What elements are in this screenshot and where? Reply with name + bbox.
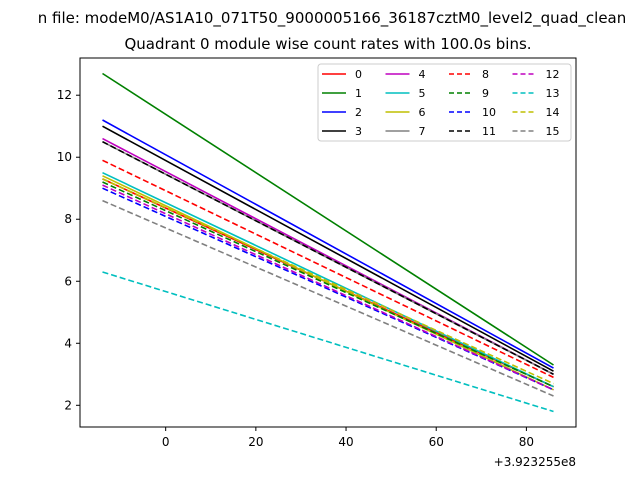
- series-line-15: [102, 199, 554, 397]
- series-line-8: [102, 159, 554, 379]
- x-tick-label: 80: [519, 435, 534, 449]
- x-tick-label: 60: [429, 435, 444, 449]
- plot-area-frame: [79, 57, 577, 428]
- legend-entry-13: 13: [546, 87, 560, 100]
- series-line-10: [102, 187, 554, 391]
- series-layer: [102, 72, 554, 413]
- legend-entry-11: 11: [482, 125, 496, 138]
- legend-entry-5: 5: [419, 87, 426, 100]
- series-line-6: [102, 175, 554, 391]
- legend-entry-4: 4: [419, 68, 426, 81]
- x-tick-label: 0: [162, 435, 170, 449]
- y-tick-label: 8: [64, 212, 72, 226]
- legend-entry-1: 1: [355, 87, 362, 100]
- series-line-2: [102, 119, 554, 369]
- legend-box: [317, 63, 572, 142]
- chart-title: Quadrant 0 module wise count rates with …: [124, 35, 531, 53]
- y-tick-label: 12: [57, 88, 72, 102]
- legend-entry-7: 7: [419, 125, 426, 138]
- legend-entry-0: 0: [355, 68, 362, 81]
- series-line-1: [102, 72, 554, 366]
- series-line-3: [102, 125, 554, 372]
- legend-entry-10: 10: [482, 106, 496, 119]
- legend-entry-3: 3: [355, 125, 362, 138]
- series-line-13: [102, 271, 554, 413]
- y-tick-label: 4: [64, 336, 72, 350]
- legend-entry-9: 9: [482, 87, 489, 100]
- chart-suptitle: n file: modeM0/AS1A10_071T50_9000005166_…: [38, 9, 627, 28]
- legend-entry-14: 14: [546, 106, 560, 119]
- legend-entry-2: 2: [355, 106, 362, 119]
- legend-entry-8: 8: [482, 68, 489, 81]
- series-line-11: [102, 140, 554, 376]
- legend-entry-6: 6: [419, 106, 426, 119]
- legend-entry-12: 12: [546, 68, 560, 81]
- y-tick-label: 6: [64, 274, 72, 288]
- series-line-5: [102, 171, 554, 388]
- y-tick-label: 2: [64, 398, 72, 412]
- x-tick-label: 40: [338, 435, 353, 449]
- legend-entry-15: 15: [546, 125, 560, 138]
- series-line-14: [102, 178, 554, 385]
- x-axis-offset-label: +3.923255e8: [494, 455, 576, 469]
- series-line-9: [102, 181, 554, 388]
- series-line-12: [102, 184, 554, 391]
- y-tick-label: 10: [57, 150, 72, 164]
- x-tick-label: 20: [248, 435, 263, 449]
